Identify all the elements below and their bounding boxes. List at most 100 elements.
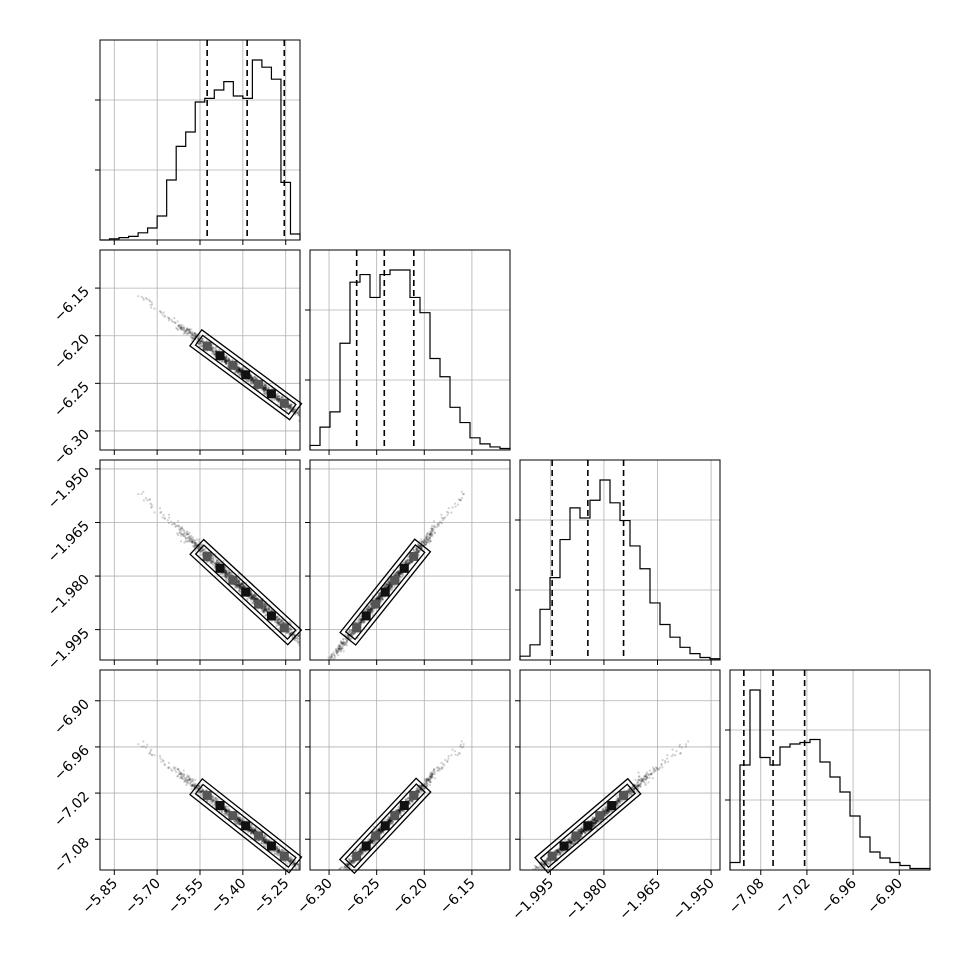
sample-point	[215, 559, 218, 562]
sample-point	[264, 385, 267, 388]
sample-point	[241, 366, 244, 369]
sample-point	[264, 388, 267, 391]
sample-point	[218, 348, 221, 351]
sample-point	[336, 654, 340, 657]
sample-point	[245, 379, 248, 382]
sample-point	[144, 497, 148, 500]
sample-point	[174, 769, 177, 772]
sample-point	[276, 397, 280, 400]
density-cell	[390, 575, 400, 585]
sample-point	[192, 337, 195, 340]
sample-point	[200, 339, 203, 342]
sample-point	[450, 511, 453, 514]
sample-point	[277, 400, 281, 403]
sample-point	[199, 342, 202, 345]
density-cell	[241, 370, 251, 380]
sample-point	[238, 369, 241, 372]
sample-point	[263, 393, 266, 396]
sample-point	[186, 780, 189, 783]
sample-point	[251, 377, 254, 380]
sample-point	[167, 319, 170, 322]
sample-point	[238, 368, 241, 371]
sample-point	[224, 573, 227, 576]
sample-point	[238, 370, 241, 373]
sample-point	[278, 618, 281, 621]
sample-point	[224, 357, 228, 360]
sample-point	[282, 396, 285, 399]
sample-point	[254, 377, 257, 380]
sample-point	[251, 594, 254, 597]
sample-point	[359, 615, 362, 618]
sample-point	[160, 311, 163, 314]
sample-point	[459, 499, 462, 502]
sample-point	[203, 548, 206, 551]
sample-point	[275, 398, 279, 401]
sample-point	[359, 620, 362, 624]
sample-point	[226, 574, 229, 578]
sample-point	[227, 357, 230, 360]
sample-point	[197, 342, 200, 345]
sample-point	[264, 392, 267, 395]
sample-point	[213, 562, 216, 565]
sample-point	[280, 395, 283, 398]
sample-point	[220, 360, 223, 363]
histogram-line	[309, 269, 511, 450]
sample-point	[265, 609, 269, 612]
sample-point	[250, 375, 253, 378]
sample-point	[252, 376, 255, 379]
sample-point	[137, 493, 140, 496]
sample-point	[378, 593, 381, 597]
sample-point	[211, 351, 215, 354]
sample-point	[218, 349, 221, 352]
sample-point	[237, 371, 240, 374]
sample-point	[142, 297, 145, 300]
sample-point	[170, 520, 173, 523]
sample-point	[238, 587, 241, 590]
sample-point	[222, 360, 225, 363]
sample-point	[252, 597, 255, 600]
density-cell	[202, 341, 212, 351]
sample-point	[188, 329, 191, 332]
sample-point	[238, 368, 241, 371]
sample-point	[264, 386, 268, 389]
sample-point	[191, 336, 194, 339]
sample-point	[432, 520, 436, 523]
sample-point	[276, 398, 280, 401]
sample-point	[212, 352, 215, 355]
sample-point	[336, 650, 339, 653]
sample-point	[266, 384, 269, 388]
sample-point	[428, 537, 431, 540]
sample-point	[249, 379, 253, 382]
sample-point	[199, 340, 202, 343]
sample-point	[250, 379, 253, 382]
sample-point	[241, 582, 244, 585]
sample-point	[236, 366, 240, 369]
density-cell	[409, 551, 419, 561]
sample-point	[238, 579, 241, 582]
sample-point	[212, 351, 215, 354]
histogram-line	[100, 59, 301, 241]
sample-point	[250, 376, 253, 380]
sample-point	[226, 359, 229, 362]
sample-point	[187, 539, 190, 542]
sample-point	[342, 650, 345, 653]
sample-point	[276, 396, 279, 399]
sample-point	[290, 403, 293, 406]
sample-point	[144, 297, 148, 300]
sample-point	[278, 395, 281, 398]
sample-point	[228, 571, 231, 574]
sample-point	[441, 519, 444, 522]
sample-point	[174, 321, 177, 324]
sample-point	[188, 328, 191, 331]
sample-point	[240, 367, 243, 371]
density-cell	[215, 351, 225, 361]
sample-point	[182, 328, 186, 331]
sample-point	[249, 376, 252, 379]
sample-point	[148, 300, 152, 303]
sample-point	[211, 346, 214, 349]
sample-point	[263, 390, 266, 393]
sample-point	[226, 359, 229, 362]
sample-point	[182, 332, 185, 335]
sample-point	[381, 598, 384, 601]
sample-point	[200, 340, 203, 343]
